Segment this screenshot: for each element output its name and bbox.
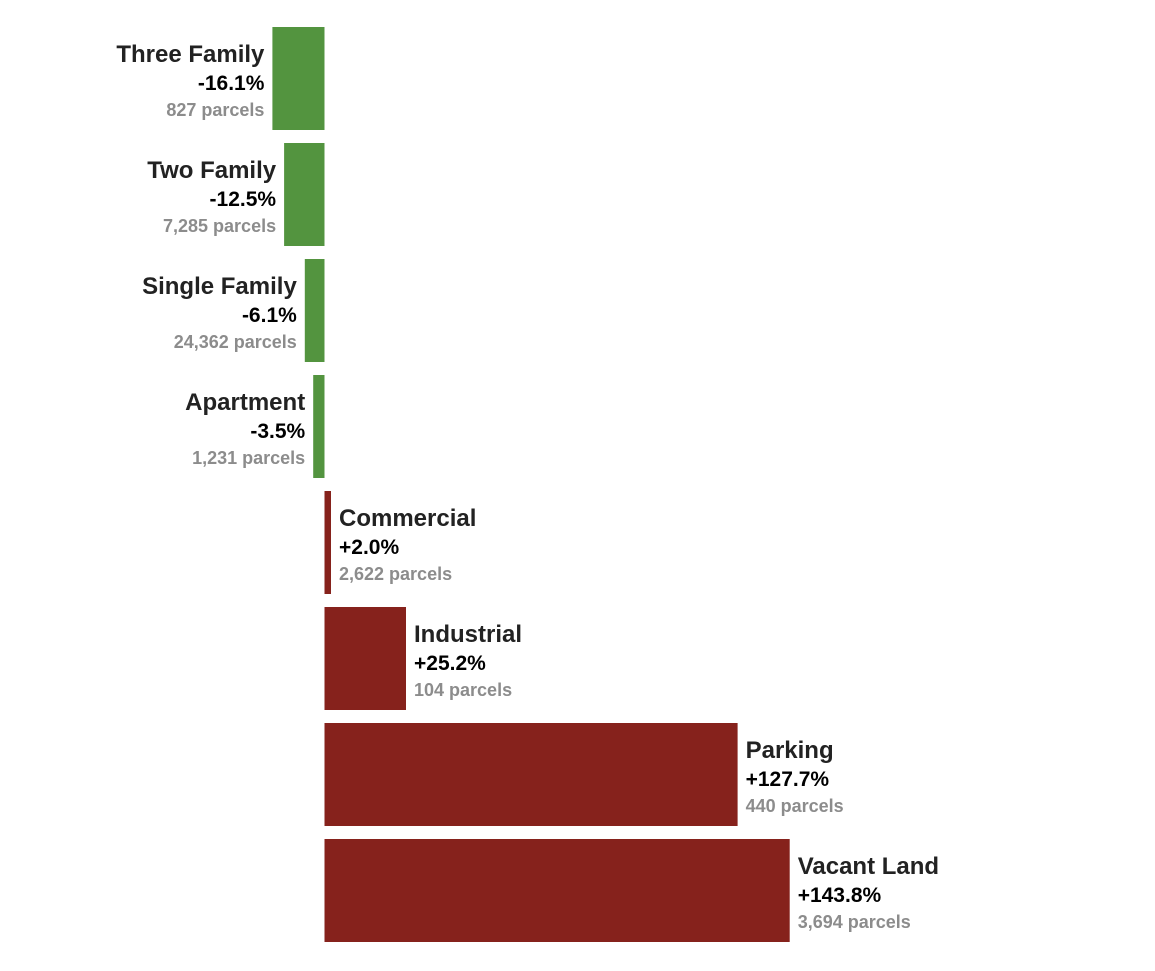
- value-label-commercial: +2.0%: [339, 536, 399, 559]
- category-label-commercial: Commercial: [339, 505, 476, 532]
- bar-single-family: [304, 259, 325, 362]
- category-label-vacant-land: Vacant Land: [798, 853, 939, 880]
- value-label-single-family: -6.1%: [242, 304, 297, 327]
- parcel-label-single-family: 24,362 parcels: [174, 332, 297, 352]
- category-label-three-family: Three Family: [116, 41, 265, 68]
- bar-commercial: [324, 491, 331, 594]
- parcel-label-industrial: 104 parcels: [414, 680, 512, 700]
- value-label-vacant-land: +143.8%: [798, 884, 882, 907]
- category-label-single-family: Single Family: [142, 273, 297, 300]
- parcel-label-apartment: 1,231 parcels: [192, 448, 305, 468]
- bars-group: [272, 27, 790, 942]
- parcel-label-two-family: 7,285 parcels: [163, 216, 276, 236]
- bar-apartment: [313, 375, 325, 478]
- category-label-industrial: Industrial: [414, 621, 522, 648]
- parcel-label-parking: 440 parcels: [746, 796, 844, 816]
- bar-parking: [324, 723, 738, 826]
- value-label-parking: +127.7%: [746, 768, 830, 791]
- parcel-label-three-family: 827 parcels: [166, 100, 264, 120]
- value-label-apartment: -3.5%: [250, 420, 305, 443]
- value-label-industrial: +25.2%: [414, 652, 486, 675]
- labels-group: Three Family -16.1% 827 parcels Two Family -…: [116, 41, 939, 932]
- category-label-parking: Parking: [746, 737, 834, 764]
- parcel-label-commercial: 2,622 parcels: [339, 564, 452, 584]
- bar-vacant-land: [324, 839, 790, 942]
- value-label-three-family: -16.1%: [198, 72, 265, 95]
- parcel-label-vacant-land: 3,694 parcels: [798, 912, 911, 932]
- bar-industrial: [324, 607, 406, 710]
- value-label-two-family: -12.5%: [210, 188, 277, 211]
- category-label-apartment: Apartment: [185, 389, 305, 416]
- category-label-two-family: Two Family: [147, 157, 277, 184]
- bar-two-family: [284, 143, 325, 246]
- bar-three-family: [272, 27, 325, 130]
